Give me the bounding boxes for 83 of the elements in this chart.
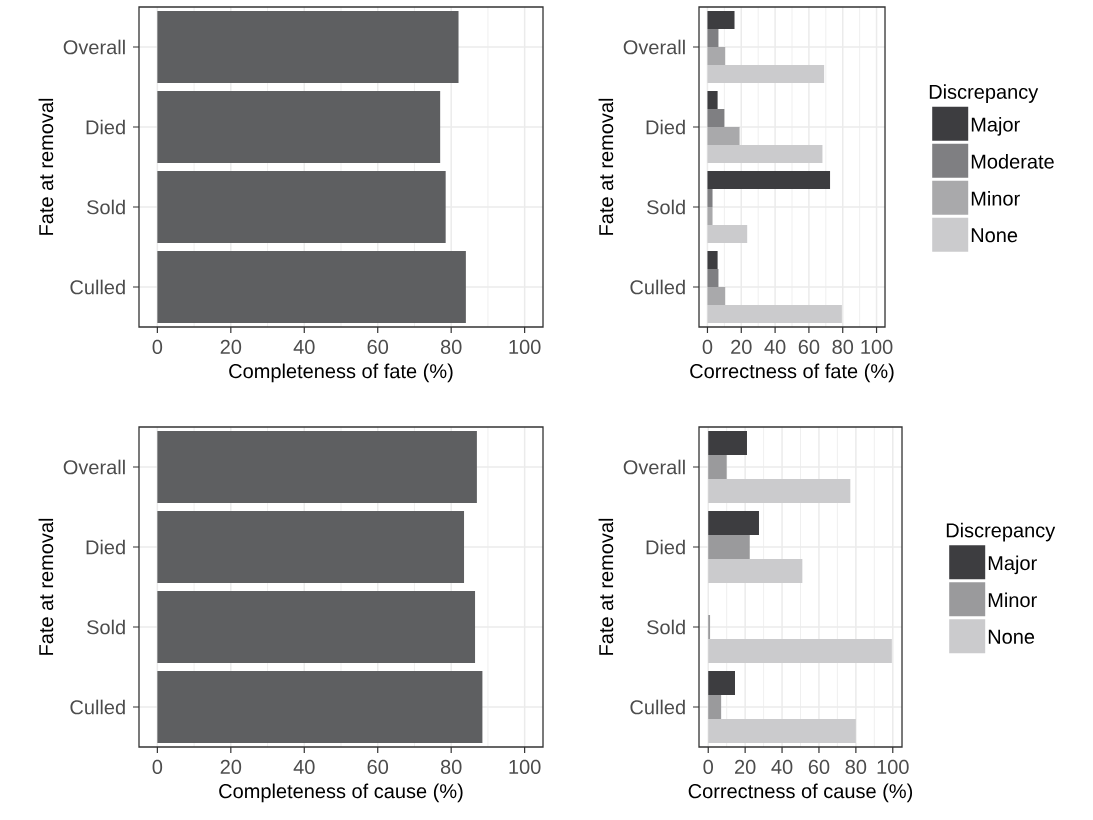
legend-title: Discrepancy [929, 84, 1039, 103]
y-axis-title: Fate at removal [598, 518, 614, 655]
x-tick-label: 100 [509, 759, 541, 775]
y-tick-label: Overall [623, 459, 685, 475]
y-tick-label: Overall [623, 39, 685, 55]
x-tick-label: 80 [832, 339, 854, 355]
y-axis-title: Fate at removal [38, 98, 54, 235]
x-tick-label: 40 [293, 339, 315, 355]
x-tick-label: 60 [808, 759, 830, 775]
x-tick-label: 80 [440, 759, 462, 775]
bar [708, 695, 722, 719]
x-tick-label: 20 [220, 339, 242, 355]
bar [707, 225, 748, 243]
y-tick-label: Died [86, 539, 125, 555]
bar [708, 535, 750, 559]
bar [707, 207, 713, 225]
y-tick-label: Culled [630, 699, 685, 715]
bar [707, 109, 725, 127]
x-tick-label: 0 [702, 339, 713, 355]
legend-label: Minor [988, 592, 1037, 608]
bar [707, 171, 831, 189]
bar [707, 305, 842, 323]
y-tick-label: Sold [87, 619, 125, 635]
bar [708, 479, 851, 503]
x-tick-label: 60 [798, 339, 820, 355]
legend-label: Minor [971, 191, 1020, 206]
y-axis-title: Fate at removal [598, 98, 614, 235]
x-tick-label: 0 [703, 759, 714, 775]
bar [707, 29, 719, 47]
bar [708, 671, 735, 695]
bar [708, 719, 856, 743]
bar [707, 65, 825, 83]
bar [707, 251, 718, 269]
y-tick-label: Culled [70, 279, 125, 295]
x-tick-label: 20 [220, 759, 242, 775]
y-tick-label: Died [86, 119, 125, 135]
bar [708, 559, 803, 583]
x-tick-label: 100 [861, 339, 893, 355]
x-tick-label: 80 [845, 759, 867, 775]
bar [707, 269, 719, 287]
y-tick-label: Sold [87, 199, 125, 215]
y-tick-label: Sold [647, 619, 685, 635]
y-tick-label: Culled [70, 699, 125, 715]
y-tick-label: Overall [63, 39, 125, 55]
x-axis-title: Correctness of fate (%) [690, 363, 894, 383]
y-tick-label: Culled [630, 279, 685, 295]
legend-label: None [988, 629, 1035, 644]
bar [707, 189, 713, 207]
x-tick-label: 40 [771, 759, 793, 775]
bar [708, 431, 747, 455]
legend-label: None [971, 228, 1018, 243]
x-tick-label: 60 [367, 339, 389, 355]
x-axis-title: Completeness of fate (%) [229, 363, 453, 383]
x-tick-label: 80 [440, 339, 462, 355]
legend-label: Major [971, 117, 1020, 136]
bar [707, 91, 718, 109]
legend-label: Major [988, 555, 1037, 575]
bar [707, 47, 726, 65]
bar [707, 11, 735, 29]
x-tick-label: 0 [152, 759, 163, 775]
x-tick-label: 100 [877, 759, 909, 775]
x-tick-label: 40 [293, 759, 315, 775]
y-axis-title: Fate at removal [38, 518, 54, 655]
bar [708, 511, 759, 535]
y-tick-label: Overall [63, 459, 125, 475]
y-tick-label: Died [646, 539, 685, 555]
x-axis-title: Completeness of cause (%) [219, 783, 463, 803]
x-tick-label: 20 [731, 339, 752, 355]
x-tick-label: 40 [764, 339, 786, 355]
y-tick-label: Died [646, 119, 685, 135]
bar [708, 455, 727, 479]
x-tick-label: 60 [367, 759, 389, 775]
x-tick-label: 20 [735, 759, 756, 775]
bar [708, 639, 892, 663]
x-tick-label: 0 [152, 339, 163, 355]
bar [707, 145, 823, 163]
x-axis-title: Correctness of cause (%) [688, 783, 913, 803]
legend-label: Moderate [971, 154, 1054, 169]
y-tick-label: Sold [647, 199, 685, 215]
x-tick-label: 100 [509, 339, 541, 355]
legend-title: Discrepancy [946, 522, 1056, 542]
bar [707, 287, 726, 305]
bar [707, 127, 740, 145]
